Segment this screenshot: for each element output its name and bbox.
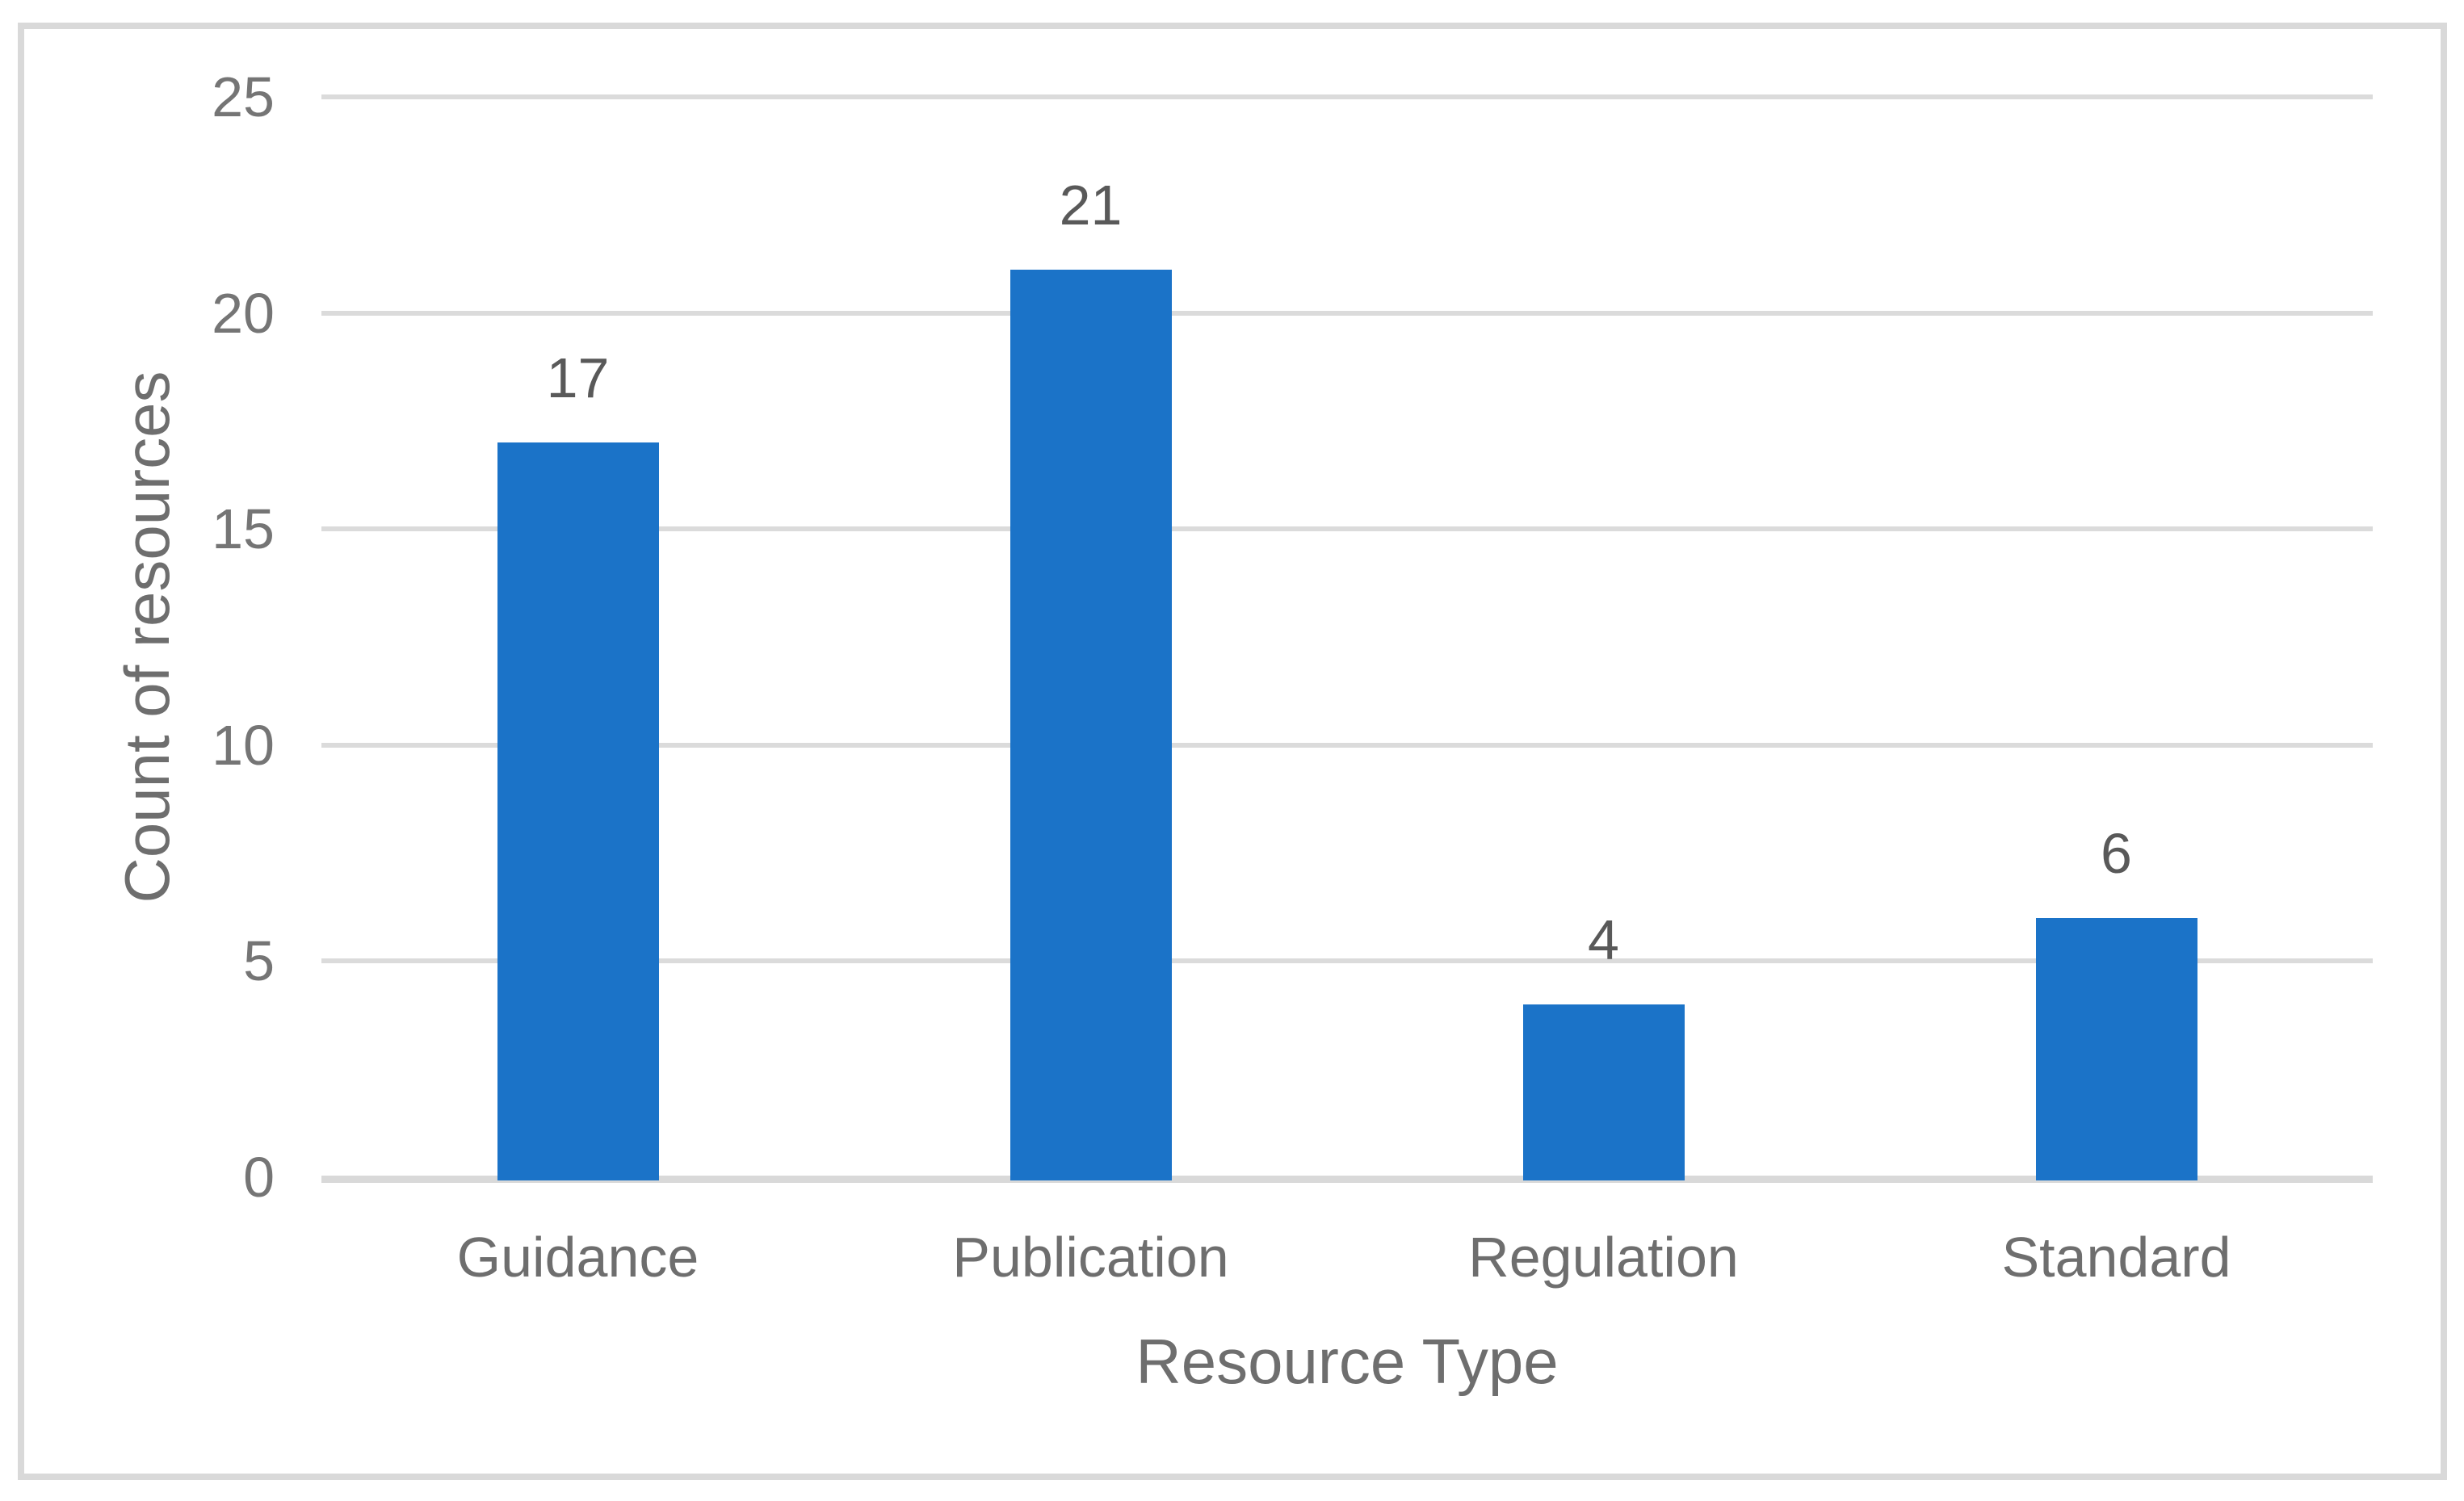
data-label-guidance: 17	[546, 346, 610, 410]
bar-regulation	[1522, 1004, 1685, 1180]
y-tick-label-20: 20	[212, 281, 275, 345]
gridline-15	[321, 526, 2373, 532]
chart-frame	[18, 23, 2447, 1480]
bar-standard	[2035, 917, 2197, 1180]
x-category-label-publication: Publication	[952, 1226, 1229, 1289]
gridline-10	[321, 742, 2373, 748]
gridline-25	[321, 94, 2373, 99]
y-tick-label-5: 5	[243, 929, 275, 993]
gridline-5	[321, 958, 2373, 964]
y-tick-label-15: 15	[212, 497, 275, 561]
x-category-label-guidance: Guidance	[456, 1226, 699, 1289]
y-tick-label-0: 0	[243, 1146, 275, 1209]
y-axis-title: Count of resources	[111, 371, 183, 904]
data-label-standard: 6	[2101, 821, 2132, 885]
data-label-regulation: 4	[1588, 908, 1619, 971]
y-tick-label-25: 25	[212, 65, 275, 128]
x-axis-title: Resource Type	[1135, 1326, 1559, 1397]
x-category-label-standard: Standard	[2001, 1226, 2231, 1289]
y-tick-label-10: 10	[212, 713, 275, 777]
data-label-publication: 21	[1059, 174, 1123, 237]
bar-publication	[1010, 270, 1172, 1180]
x-category-label-regulation: Regulation	[1468, 1226, 1739, 1289]
gridline-20	[321, 310, 2373, 316]
bar-guidance	[497, 442, 659, 1180]
x-axis-line	[321, 1176, 2373, 1183]
